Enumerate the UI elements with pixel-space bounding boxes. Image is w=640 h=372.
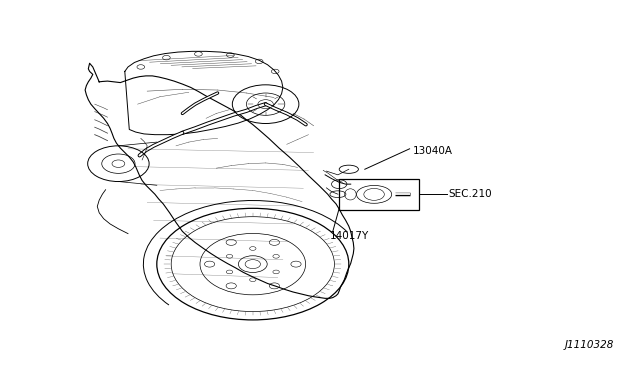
Bar	[339, 179, 419, 210]
Text: 14017Y: 14017Y	[330, 231, 369, 241]
Text: 13040A: 13040A	[413, 146, 453, 155]
Text: SEC.210: SEC.210	[448, 189, 492, 199]
Text: J1110328: J1110328	[565, 340, 614, 350]
